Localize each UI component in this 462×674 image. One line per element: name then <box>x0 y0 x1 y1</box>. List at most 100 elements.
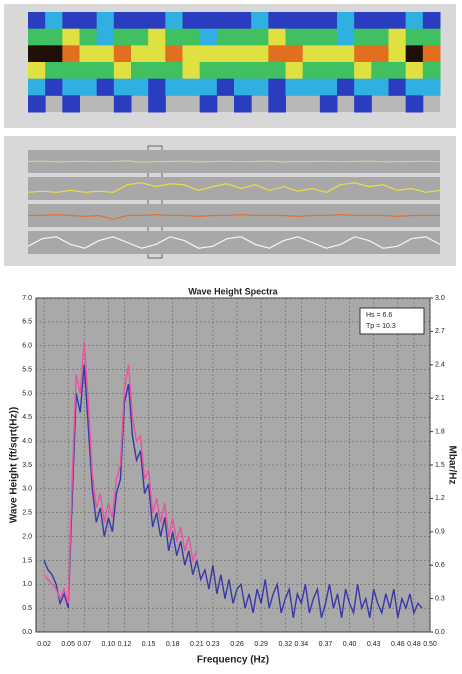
heat-cell <box>405 28 424 46</box>
heat-cell <box>388 62 407 80</box>
heat-cell <box>165 45 183 63</box>
heat-cell <box>45 45 63 63</box>
y-tick-label: 3.5 <box>22 462 32 469</box>
heat-cell <box>302 62 321 80</box>
heat-cell <box>405 45 424 63</box>
y2-tick-label: 2.4 <box>435 362 445 369</box>
heat-cell <box>234 12 252 30</box>
heat-cell <box>182 28 201 46</box>
y2-tick-label: 1.5 <box>435 462 445 469</box>
heat-cell <box>405 78 424 96</box>
heat-cell <box>45 28 63 46</box>
heat-cell <box>96 78 115 96</box>
heat-cell <box>319 28 338 46</box>
heat-cell <box>199 95 218 113</box>
heat-cell <box>285 45 304 63</box>
heat-cell <box>319 95 338 113</box>
heat-cell <box>148 62 166 80</box>
y2-tick-label: 0.0 <box>435 629 445 636</box>
y-tick-label: 2.0 <box>22 533 32 540</box>
heat-cell <box>62 78 80 96</box>
heat-cell <box>148 45 166 63</box>
heat-cell <box>371 62 389 80</box>
x-tick-label: 0.12 <box>118 641 132 648</box>
annotation: Tp = 10.3 <box>366 323 396 330</box>
heat-cell <box>148 95 166 113</box>
heat-cell <box>165 78 183 96</box>
heat-cell <box>319 12 338 30</box>
y-tick-label: 0.0 <box>22 629 32 636</box>
strip-line <box>28 213 440 220</box>
heat-cell <box>28 12 46 30</box>
heat-cell <box>337 28 355 46</box>
heat-cell <box>234 28 252 46</box>
heat-cell <box>62 62 80 80</box>
heat-cell <box>268 12 286 30</box>
heat-cell <box>79 28 98 46</box>
heat-cell <box>165 28 183 46</box>
heat-cell <box>28 45 46 63</box>
heat-cell <box>28 95 46 113</box>
heat-cell <box>45 78 63 96</box>
y-tick-label: 1.0 <box>22 581 32 588</box>
y2-tick-label: 0.9 <box>435 529 445 536</box>
heat-cell <box>182 12 201 30</box>
heat-cell <box>216 78 235 96</box>
heat-cell <box>79 45 98 63</box>
y-tick-label: 4.5 <box>22 414 32 421</box>
heat-cell <box>302 45 321 63</box>
heat-cell <box>182 78 201 96</box>
x-tick-label: 0.46 <box>391 641 405 648</box>
y2-tick-label: 0.3 <box>435 595 445 602</box>
heat-cell <box>388 45 407 63</box>
heat-cell <box>131 12 149 30</box>
heat-cell <box>62 95 80 113</box>
heat-cell <box>319 62 338 80</box>
heat-cell <box>62 12 80 30</box>
heat-cell <box>131 78 149 96</box>
heat-cell <box>285 12 304 30</box>
heat-cell <box>79 12 98 30</box>
heat-cell <box>199 45 218 63</box>
heat-cell <box>371 12 389 30</box>
heat-cell <box>148 12 166 30</box>
y2-tick-label: 0.6 <box>435 562 445 569</box>
selection-box <box>147 145 163 259</box>
y2-tick-label: 2.7 <box>435 328 445 335</box>
x-tick-label: 0.29 <box>254 641 268 648</box>
heat-cell <box>422 78 441 96</box>
heat-cell <box>268 95 286 113</box>
heat-cell <box>337 12 355 30</box>
heat-cell <box>319 78 338 96</box>
heat-cell <box>251 78 269 96</box>
heat-cell <box>354 12 372 30</box>
y2-axis-label: Mbar/Hz <box>446 446 457 485</box>
heat-cell <box>28 28 46 46</box>
heat-cell <box>96 28 115 46</box>
heat-cell <box>131 62 149 80</box>
chart-title: Wave Height Spectra <box>188 286 278 296</box>
heat-cell <box>113 12 132 30</box>
heat-cell <box>371 28 389 46</box>
heat-cell <box>45 12 63 30</box>
heat-cell <box>302 28 321 46</box>
heat-cell <box>199 78 218 96</box>
y-tick-label: 7.0 <box>22 295 32 302</box>
heat-cell <box>405 12 424 30</box>
y-tick-label: 0.5 <box>22 605 32 612</box>
heat-cell <box>199 28 218 46</box>
heat-cell <box>405 62 424 80</box>
x-tick-label: 0.32 <box>278 641 292 648</box>
heat-cell <box>234 95 252 113</box>
x-tick-label: 0.18 <box>166 641 180 648</box>
heat-cell <box>182 45 201 63</box>
y2-tick-label: 1.8 <box>435 428 445 435</box>
heat-cell <box>354 95 372 113</box>
x-tick-label: 0.43 <box>367 641 381 648</box>
x-tick-label: 0.10 <box>102 641 116 648</box>
heat-cell <box>148 78 166 96</box>
heat-cell <box>216 12 235 30</box>
x-tick-label: 0.34 <box>295 641 309 648</box>
heat-cell <box>422 12 441 30</box>
heat-cell <box>96 62 115 80</box>
